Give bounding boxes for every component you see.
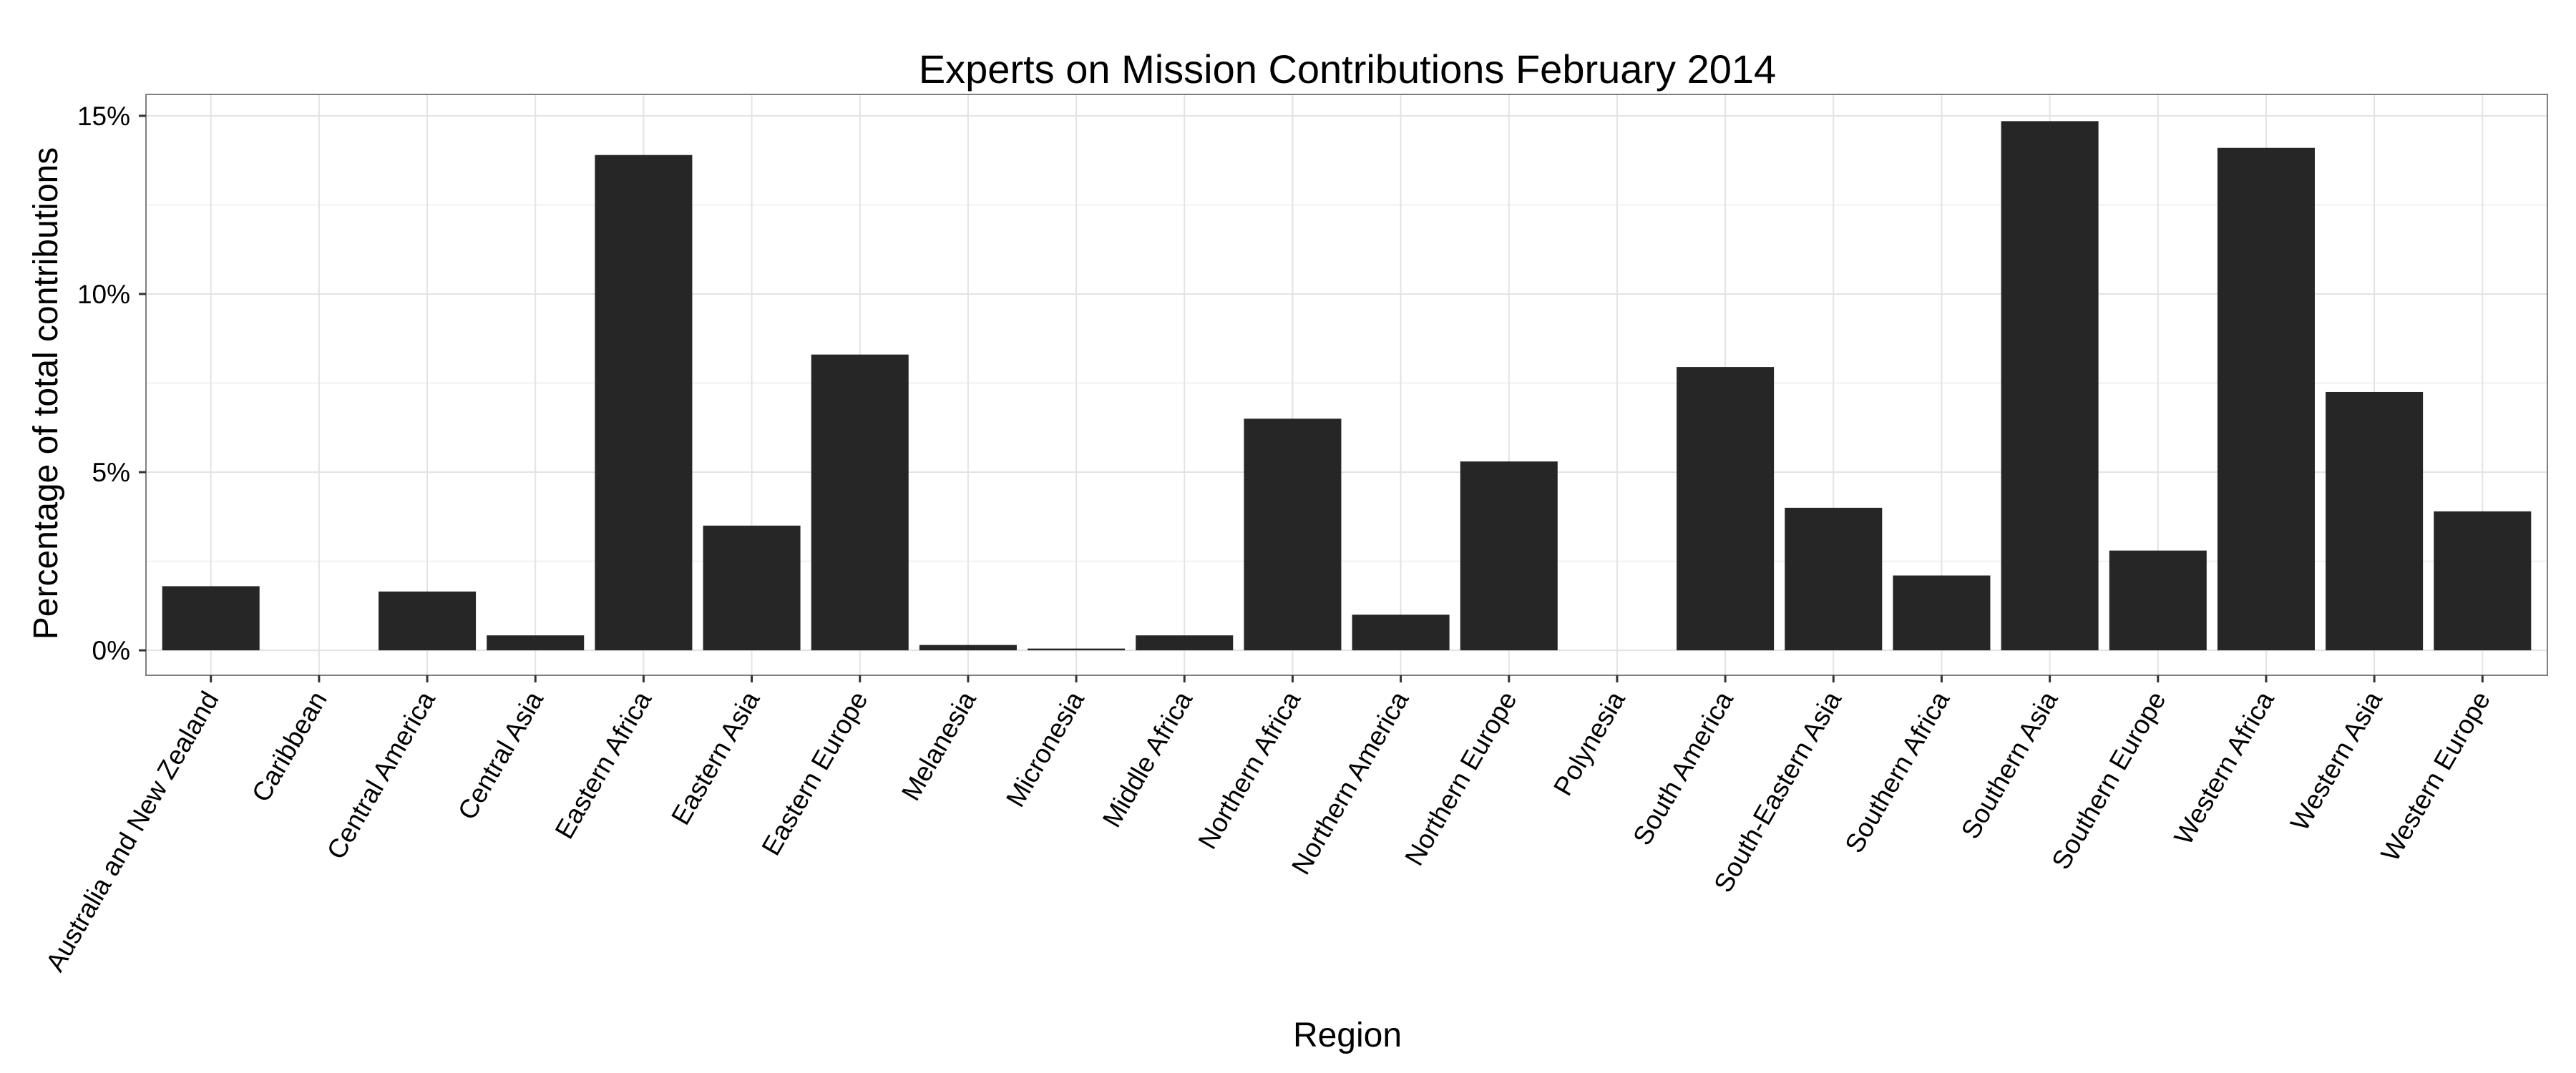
bar [919,645,1017,651]
x-tick-label: Northern Africa [1192,686,1306,854]
y-tick-label: 5% [92,458,130,487]
y-tick-label: 0% [92,636,130,665]
bar [1352,614,1450,651]
bar [2326,391,2424,651]
x-tick-label: Eastern Europe [756,687,874,861]
bar [379,591,477,651]
x-tick-label: Southern Africa [1839,686,1955,858]
bar [162,586,260,651]
plot-panel: 0% 5% 10% 15% Australia and New Zealand Carib… [40,94,2548,976]
bar [487,635,585,651]
x-tick-label: Middle Africa [1097,686,1199,832]
bar [1893,575,1991,651]
bar [1136,635,1234,651]
y-axis-title: Percentage of total contributions [27,147,65,640]
x-tick-label: Western Africa [2168,686,2280,850]
x-tick-label: Polynesia [1548,686,1631,800]
x-tick-label: Central Asia [452,686,549,825]
x-tick-label: Eastern Asia [665,686,766,830]
bar [1460,461,1558,651]
bar [1244,418,1342,651]
bar [595,155,693,651]
x-tick-label: Northern America [1286,686,1415,879]
x-tick-label: Central America [321,686,441,864]
x-axis-title: Region [1293,1016,1402,1054]
bar [2217,147,2315,651]
bar [2434,511,2532,651]
x-tick-label: Northern Europe [1399,687,1522,871]
x-tick-label: Southern Asia [1956,686,2064,843]
x-tick-label: Western Asia [2285,686,2388,836]
x-tick-label: Southern Europe [2046,687,2171,875]
x-tick-label: Micronesia [1000,686,1090,812]
chart-title: Experts on Mission Contributions Februar… [919,46,1776,92]
x-tick-label: Western Europe [2375,687,2496,866]
bar [1785,507,1883,651]
bar [703,525,801,651]
bar [2109,550,2207,651]
panel-border [145,94,2548,676]
bar [811,354,909,651]
x-tick-label: Eastern Africa [550,686,658,843]
x-tick-label: Australia and New Zealand [40,687,225,976]
bar [2001,121,2099,651]
x-tick-label: Caribbean [246,687,333,807]
y-tick-label: 15% [77,102,130,131]
x-tick-label: South America [1627,686,1739,850]
x-tick-label: Melanesia [896,686,982,805]
bar [1028,648,1126,651]
bar [1677,367,1775,651]
y-tick-label: 10% [77,280,130,309]
